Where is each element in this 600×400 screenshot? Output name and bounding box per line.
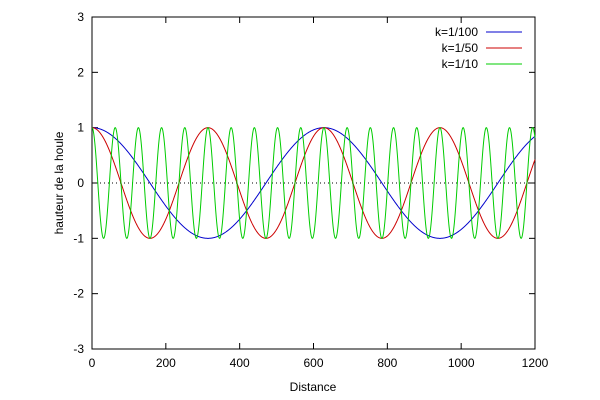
tick-marks	[91, 16, 536, 350]
series-line-2	[92, 127, 536, 239]
y-tick-label: 0	[77, 176, 84, 190]
y-tick-labels: -3 -2 -1 0 1 2 3	[73, 10, 84, 356]
y-tick-label: -2	[73, 287, 84, 301]
legend-label: k=1/100	[435, 25, 478, 39]
y-tick-label: -1	[73, 231, 84, 245]
series-line-1	[92, 127, 536, 239]
x-tick-label: 400	[230, 356, 250, 370]
legend: k=1/100 k=1/50 k=1/10	[435, 25, 522, 71]
series-lines	[91, 127, 536, 239]
y-tick-label: 3	[77, 10, 84, 24]
x-tick-label: 0	[89, 356, 96, 370]
series-line-3	[91, 127, 536, 239]
y-tick-label: 1	[77, 121, 84, 135]
y-tick-label: 2	[77, 65, 84, 79]
legend-label: k=1/50	[442, 41, 479, 55]
y-tick-label: -3	[73, 342, 84, 356]
x-tick-label: 800	[377, 356, 397, 370]
x-tick-label: 1000	[448, 356, 475, 370]
legend-label: k=1/10	[442, 57, 479, 71]
x-tick-label: 1200	[522, 356, 549, 370]
x-tick-labels: 0 200 400 600 800 1000 1200	[89, 356, 549, 370]
x-axis-label: Distance	[290, 380, 337, 394]
x-tick-label: 600	[303, 356, 323, 370]
x-tick-label: 200	[156, 356, 176, 370]
y-axis-label: hauteur de la houle	[52, 131, 66, 234]
